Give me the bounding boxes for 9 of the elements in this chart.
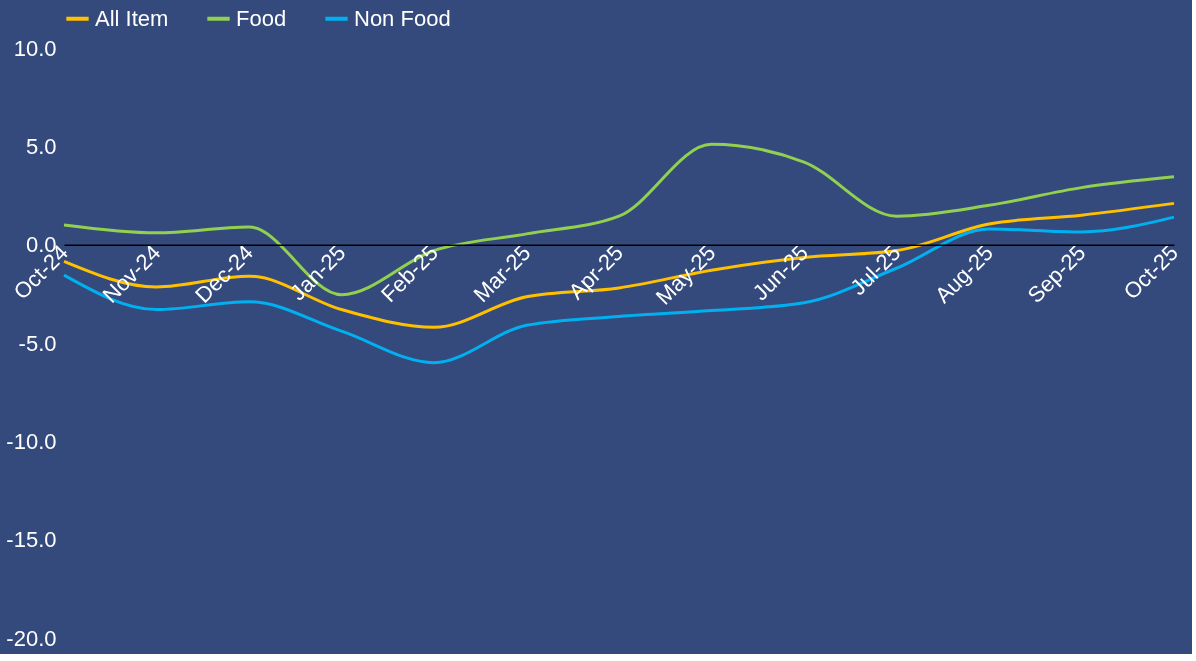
y-tick-label: -10.0 <box>6 428 57 454</box>
legend-label: Non Food <box>354 5 451 31</box>
y-tick-label: -20.0 <box>6 625 57 651</box>
legend-label: Food <box>236 5 287 31</box>
legend-label: All Item <box>95 5 169 31</box>
y-tick-label: 5.0 <box>25 133 57 159</box>
y-tick-label: -15.0 <box>6 527 57 553</box>
y-tick-label: -5.0 <box>18 330 57 356</box>
y-tick-label: 10.0 <box>13 35 57 61</box>
